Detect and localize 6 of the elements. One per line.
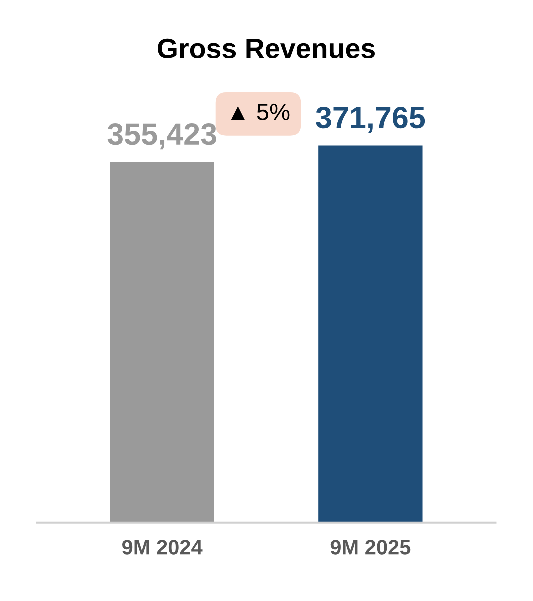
x-tick-label: 9M 2025 (330, 540, 411, 555)
data-label: 355,423 (108, 124, 216, 150)
chart-title: Gross Revenues (158, 38, 375, 59)
text: ▲ 5% (231, 104, 290, 121)
data-label: 371,765 (316, 106, 426, 134)
x-tick-label: 9M 2024 (122, 540, 203, 555)
